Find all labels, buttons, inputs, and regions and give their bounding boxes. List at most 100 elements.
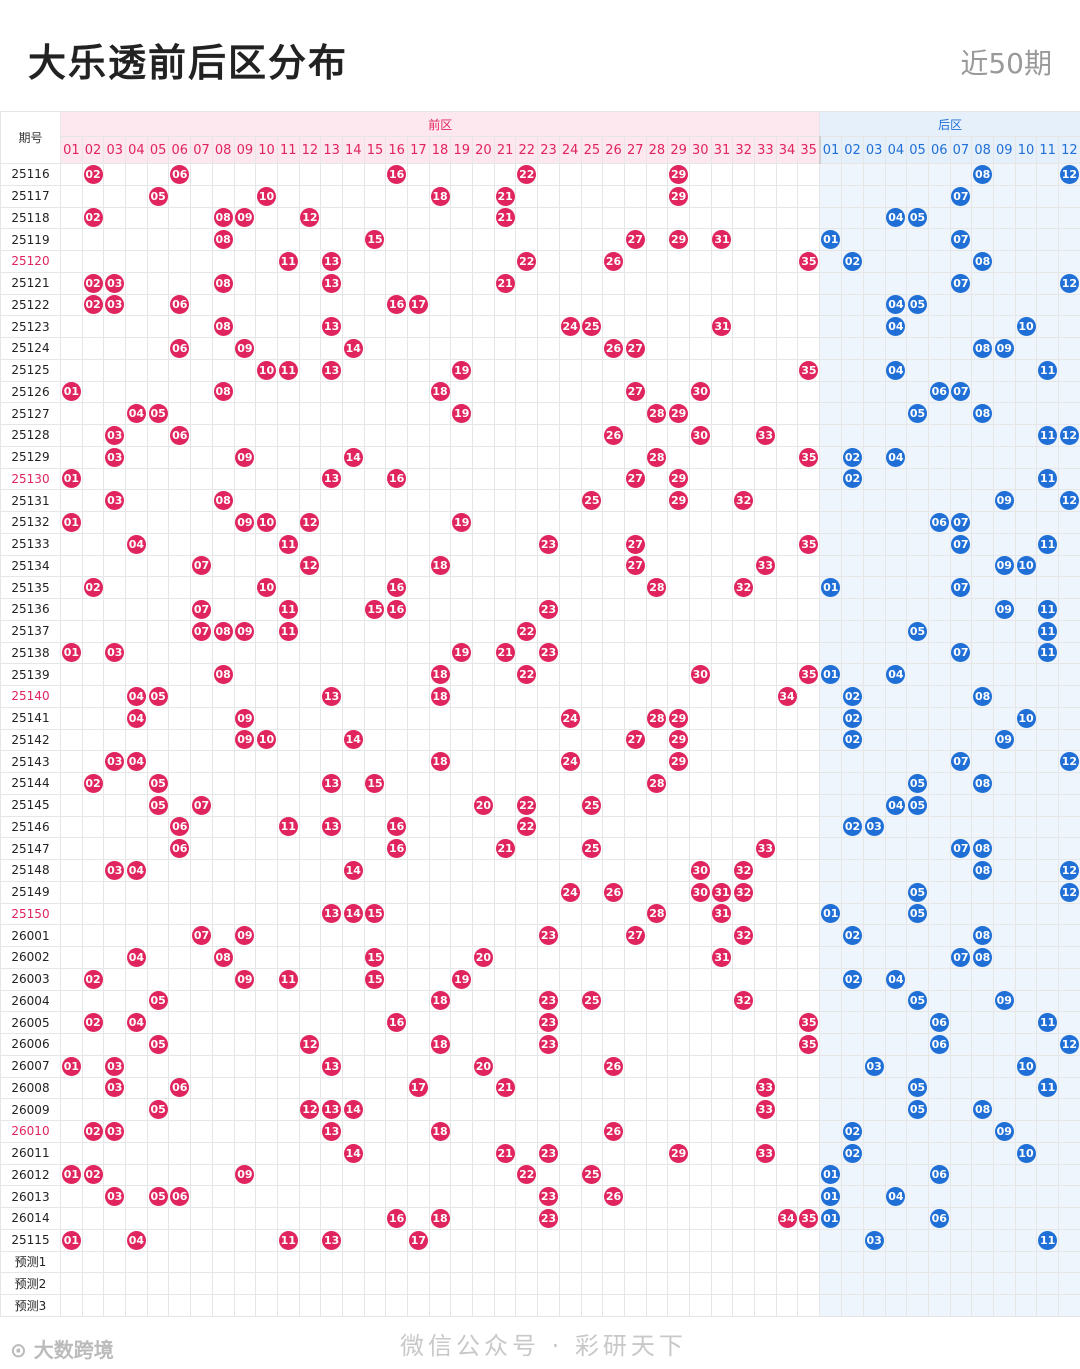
front-empty-cell (233, 641, 257, 665)
front-draw-cell: 03 (103, 1120, 127, 1143)
front-draw-cell: 25 (580, 489, 604, 512)
front-empty-cell (363, 163, 387, 186)
back-empty-cell (949, 598, 973, 621)
front-number-ball: 35 (799, 534, 819, 554)
front-empty-cell (710, 728, 734, 752)
back-draw-cell: 11 (1036, 358, 1060, 382)
back-empty-cell (841, 576, 864, 599)
front-draw-cell: 03 (103, 1054, 127, 1078)
front-draw-cell: 22 (515, 163, 539, 186)
front-empty-cell (580, 532, 604, 556)
front-empty-cell (754, 358, 777, 382)
front-empty-cell (385, 728, 408, 752)
back-number-ball: 02 (843, 251, 862, 271)
front-empty-cell (341, 837, 365, 860)
front-empty-cell (276, 445, 300, 469)
front-draw-cell: 02 (81, 576, 105, 599)
front-empty-cell (60, 1250, 83, 1274)
front-draw-cell: 31 (710, 315, 734, 338)
back-empty-cell (1036, 859, 1060, 882)
period-selector[interactable]: 近50期 (960, 47, 1052, 80)
front-empty-cell (428, 1011, 452, 1034)
back-empty-cell (1014, 206, 1038, 230)
front-empty-cell (667, 511, 690, 534)
issue-number: 26007 (0, 1054, 61, 1078)
back-empty-cell (971, 532, 994, 556)
front-empty-cell (623, 946, 647, 969)
front-empty-cell (688, 184, 712, 208)
front-number-ball: 26 (604, 251, 624, 271)
back-empty-cell (927, 880, 951, 904)
back-empty-cell (971, 793, 994, 817)
front-number-ball: 21 (495, 208, 515, 228)
front-draw-cell: 08 (211, 315, 235, 338)
front-draw-cell: 01 (60, 511, 83, 534)
issue-number: 25144 (0, 772, 61, 795)
front-draw-cell: 13 (320, 315, 343, 338)
front-draw-cell: 20 (472, 793, 495, 817)
front-draw-cell: 06 (168, 1185, 192, 1208)
back-empty-cell (927, 402, 951, 425)
front-empty-cell (775, 1120, 799, 1143)
back-empty-cell (862, 206, 886, 230)
front-empty-cell (276, 1250, 300, 1274)
back-empty-cell (1014, 1163, 1038, 1187)
front-number-ball: 30 (690, 425, 710, 445)
front-empty-cell (537, 467, 560, 491)
front-empty-cell (428, 641, 452, 665)
front-empty-cell (211, 1185, 235, 1208)
back-draw-cell: 02 (841, 924, 864, 947)
back-empty-cell (906, 1272, 929, 1295)
back-empty-cell (1058, 728, 1080, 752)
back-draw-cell: 03 (862, 815, 886, 839)
front-empty-cell (515, 902, 539, 926)
back-number-ball: 11 (1038, 425, 1058, 445)
back-draw-cell: 07 (949, 946, 973, 969)
front-empty-cell (276, 1163, 300, 1187)
back-number-ball: 12 (1059, 491, 1079, 511)
front-empty-cell (125, 728, 148, 752)
issue-number: 25119 (0, 228, 61, 251)
back-empty-cell (1014, 663, 1038, 686)
front-empty-cell (385, 358, 408, 382)
back-empty-cell (949, 880, 973, 904)
front-empty-cell (407, 924, 430, 947)
front-empty-cell (125, 184, 148, 208)
front-empty-cell (255, 924, 278, 947)
front-empty-cell (363, 1185, 387, 1208)
front-number-ball: 22 (517, 251, 537, 271)
front-empty-cell (667, 880, 690, 904)
back-empty-cell (992, 1294, 1016, 1317)
front-empty-cell (81, 924, 105, 947)
front-empty-cell (233, 532, 257, 556)
front-empty-cell (298, 837, 322, 860)
front-draw-cell: 35 (797, 445, 821, 469)
back-empty-cell (927, 1294, 951, 1317)
back-empty-cell (906, 163, 929, 186)
front-empty-cell (385, 337, 408, 360)
front-empty-cell (688, 837, 712, 860)
back-number-ball: 01 (821, 1165, 841, 1185)
front-empty-cell (428, 250, 452, 273)
back-empty-cell (841, 750, 864, 773)
back-empty-cell (971, 1054, 994, 1078)
front-number-ball: 27 (625, 382, 645, 402)
front-empty-cell (493, 750, 517, 773)
back-empty-cell (992, 576, 1016, 599)
front-empty-cell (255, 1098, 278, 1121)
front-empty-cell (580, 1033, 604, 1056)
back-draw-cell: 09 (992, 337, 1016, 360)
back-empty-cell (949, 1207, 973, 1230)
back-empty-cell (971, 967, 994, 991)
back-empty-cell (819, 184, 843, 208)
back-draw-cell: 04 (884, 663, 908, 686)
front-empty-cell (667, 837, 690, 860)
front-empty-cell (515, 532, 539, 556)
front-empty-cell (710, 793, 734, 817)
back-draw-cell: 08 (971, 250, 994, 273)
front-empty-cell (103, 728, 127, 752)
front-empty-cell (190, 967, 213, 991)
back-empty-cell (819, 554, 843, 578)
back-empty-cell (819, 1011, 843, 1034)
front-empty-cell (580, 1054, 604, 1078)
